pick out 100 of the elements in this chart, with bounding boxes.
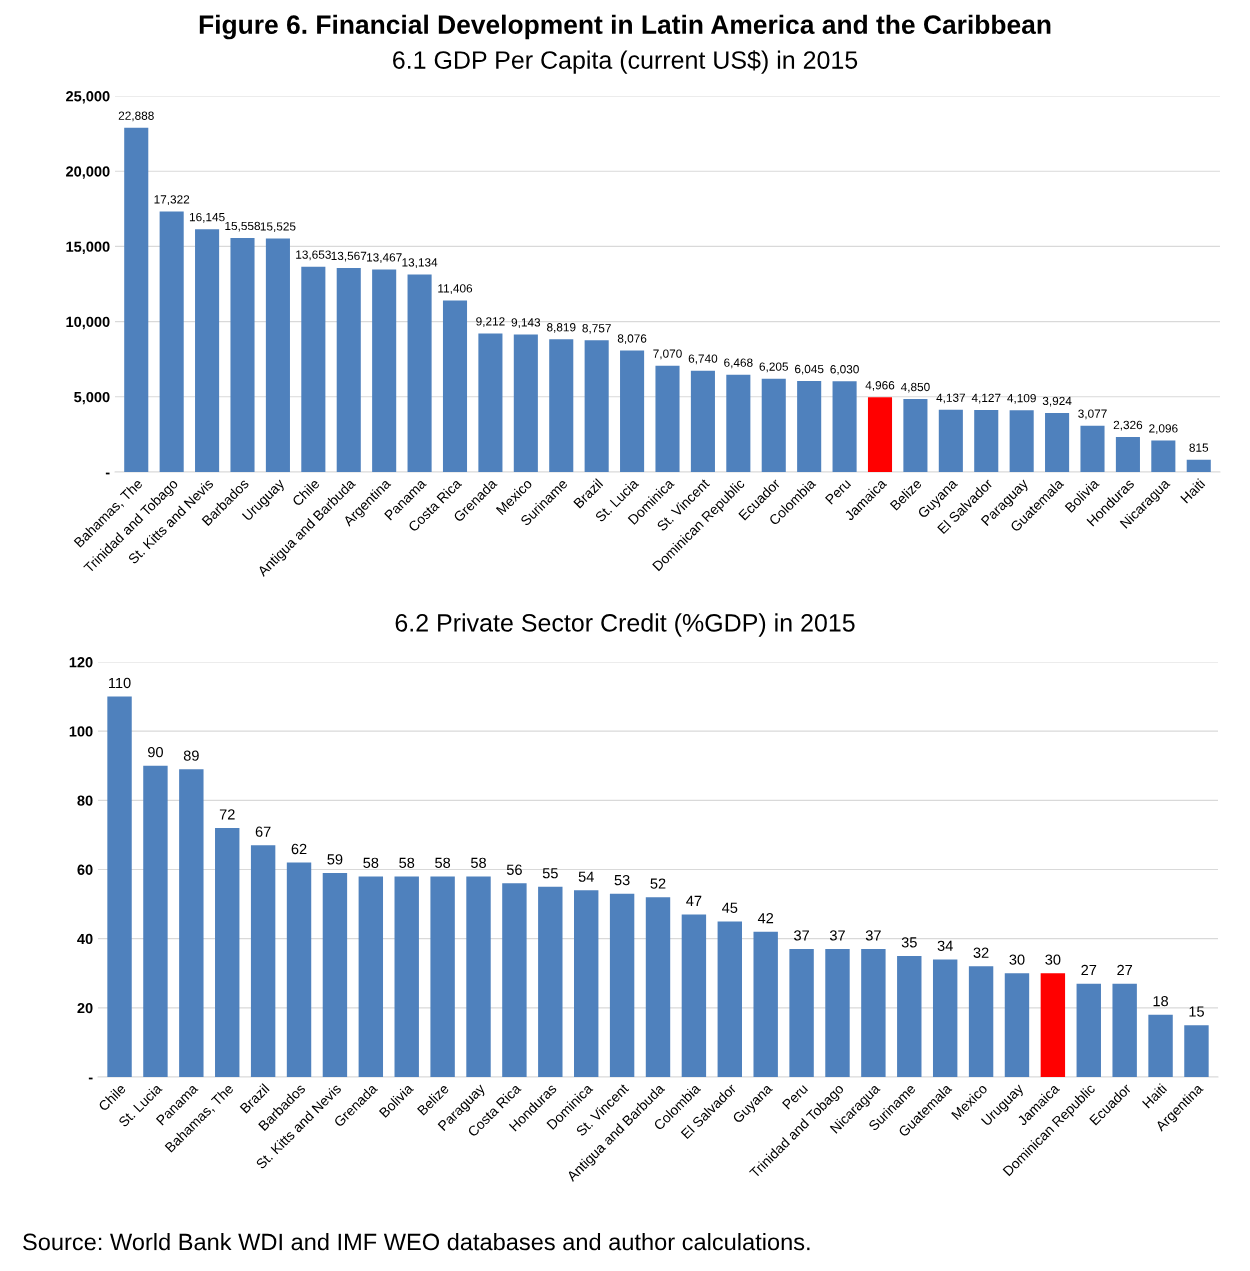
bar — [968, 966, 994, 1077]
data-label: 53 — [614, 874, 630, 886]
data-label: 32 — [973, 947, 989, 958]
data-label: 6,045 — [795, 364, 824, 375]
bar — [513, 334, 538, 472]
bar — [861, 949, 886, 1077]
bar — [301, 266, 326, 472]
bar — [538, 886, 563, 1077]
bar — [215, 828, 240, 1077]
bar — [726, 374, 751, 472]
y-tick-label: - — [105, 472, 110, 475]
bar — [609, 893, 635, 1077]
data-label: 30 — [1009, 954, 1025, 965]
data-label: 9,143 — [511, 318, 541, 328]
data-label: 34 — [937, 940, 953, 951]
data-label: 54 — [578, 871, 594, 882]
data-label: 58 — [399, 857, 415, 868]
data-label: 2,096 — [1149, 424, 1178, 434]
data-label: 15,525 — [260, 222, 296, 233]
data-label: 15,558 — [225, 221, 261, 232]
bar — [645, 897, 671, 1077]
bar — [584, 340, 609, 472]
data-label: 13,567 — [331, 251, 367, 262]
bar — [825, 949, 850, 1077]
bar — [502, 883, 527, 1077]
y-tick-label: - — [88, 1077, 93, 1080]
data-label: 4,850 — [900, 382, 930, 393]
bar — [1151, 440, 1176, 472]
data-label: 37 — [794, 930, 809, 941]
bar — [717, 921, 742, 1077]
data-label: 4,109 — [1007, 393, 1036, 404]
bar — [286, 862, 312, 1077]
bar — [1148, 1014, 1173, 1077]
data-label: 3,077 — [1078, 409, 1107, 420]
y-tick-label: 40 — [77, 933, 93, 945]
data-label: 3,924 — [1042, 396, 1072, 407]
y-tick-label: 20,000 — [66, 166, 110, 179]
chart-subtitle: 6.1 GDP Per Capita (current US$) in 2015 — [393, 50, 858, 74]
chart-title: Figure 6. Financial Development in Latin America and the Caribbean — [199, 14, 1051, 40]
data-label: 13,653 — [296, 250, 331, 261]
data-label: 58 — [470, 857, 486, 868]
bar — [681, 914, 707, 1077]
bar — [265, 238, 290, 472]
bar — [1040, 973, 1066, 1077]
bar — [620, 350, 645, 472]
data-label: 30 — [1045, 954, 1061, 965]
data-label: 62 — [291, 843, 307, 855]
bar — [107, 696, 132, 1077]
y-tick-label: 15,000 — [66, 241, 110, 254]
bar — [1112, 983, 1137, 1077]
bar — [938, 409, 963, 472]
bar — [1080, 425, 1105, 472]
y-tick-label: 25,000 — [66, 91, 110, 104]
bar — [430, 876, 455, 1077]
data-label: 4,137 — [936, 393, 966, 404]
bar — [932, 959, 958, 1077]
bar — [336, 267, 361, 472]
data-label: 15 — [1189, 1006, 1204, 1017]
data-label: 72 — [219, 809, 235, 820]
y-tick-label: 20 — [77, 1002, 93, 1014]
data-label: 89 — [183, 750, 199, 761]
data-label: 11,406 — [438, 284, 473, 294]
bar — [407, 274, 432, 472]
bar — [974, 409, 999, 472]
data-label: 13,134 — [402, 258, 438, 268]
data-label: 22,888 — [118, 111, 154, 122]
bar — [761, 378, 786, 472]
bar — [549, 339, 574, 472]
y-tick-label: 80 — [77, 795, 93, 806]
bar — [143, 765, 168, 1077]
bar — [230, 238, 255, 472]
bar — [690, 370, 715, 472]
data-label: 13,467 — [367, 253, 402, 263]
data-label: 8,076 — [617, 334, 647, 345]
bar — [179, 769, 204, 1077]
y-tick-label: 5,000 — [74, 391, 110, 405]
data-label: 4,966 — [865, 381, 895, 391]
bar — [897, 955, 922, 1077]
data-label: 9,212 — [476, 317, 505, 327]
chart-title: 6.2 Private Sector Credit (%GDP) in 2015 — [395, 613, 855, 637]
data-label: 58 — [435, 857, 451, 868]
bar — [1045, 412, 1070, 472]
data-label: 56 — [506, 864, 522, 875]
data-label: 55 — [542, 868, 558, 879]
data-label: 45 — [722, 902, 738, 913]
data-label: 8,819 — [546, 323, 576, 333]
bar — [867, 397, 893, 472]
bar — [1184, 1025, 1209, 1077]
y-tick-label: 100 — [69, 726, 93, 737]
data-label: 37 — [829, 930, 845, 941]
source-note: Source: World Bank WDI and IMF WEO databases and author calculations. — [23, 1232, 810, 1251]
y-tick-label: 10,000 — [66, 316, 110, 330]
data-label: 90 — [148, 746, 163, 758]
data-label: 18 — [1153, 995, 1169, 1007]
bar — [574, 890, 599, 1077]
bar — [1076, 983, 1101, 1077]
bar — [1186, 459, 1211, 472]
bar — [797, 381, 822, 472]
bar — [358, 876, 384, 1077]
data-label: 6,740 — [688, 354, 718, 365]
